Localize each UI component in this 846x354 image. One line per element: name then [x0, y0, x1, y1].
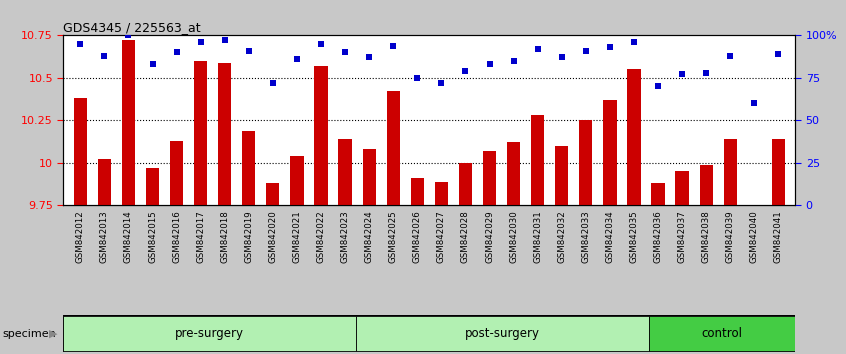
Point [362, 55, 376, 60]
Text: GDS4345 / 225563_at: GDS4345 / 225563_at [63, 21, 201, 34]
Bar [290, 156, 304, 205]
Text: GSM842021: GSM842021 [293, 211, 301, 263]
Bar [700, 165, 713, 205]
Point [290, 56, 304, 62]
Text: GSM842028: GSM842028 [461, 211, 470, 263]
Text: GSM842037: GSM842037 [678, 211, 687, 263]
Bar [146, 168, 159, 205]
Bar [363, 149, 376, 205]
Text: GSM842030: GSM842030 [509, 211, 518, 263]
Point [700, 70, 713, 76]
Text: GSM842019: GSM842019 [244, 211, 253, 263]
Text: control: control [701, 327, 743, 340]
Point [507, 58, 520, 64]
Point [338, 50, 352, 55]
Point [122, 33, 135, 38]
Bar [98, 159, 111, 205]
Point [170, 50, 184, 55]
Text: GSM842032: GSM842032 [558, 211, 566, 263]
Text: GSM842022: GSM842022 [316, 211, 326, 263]
Bar [122, 40, 135, 205]
Bar [580, 120, 592, 205]
Text: GSM842031: GSM842031 [533, 211, 542, 263]
Text: GSM842017: GSM842017 [196, 211, 206, 263]
Point [410, 75, 424, 81]
Point [266, 80, 280, 86]
Point [555, 55, 569, 60]
Text: specimen: specimen [3, 329, 57, 339]
Bar [435, 182, 448, 205]
Text: GSM842024: GSM842024 [365, 211, 374, 263]
Text: GSM842026: GSM842026 [413, 211, 422, 263]
Point [748, 101, 761, 106]
Bar [603, 100, 617, 205]
Text: GSM842025: GSM842025 [388, 211, 398, 263]
Point [387, 43, 400, 48]
Point [435, 80, 448, 86]
Point [603, 45, 617, 50]
Text: GSM842034: GSM842034 [606, 211, 614, 263]
Text: GSM842039: GSM842039 [726, 211, 734, 263]
Point [242, 48, 255, 53]
Text: ▶: ▶ [49, 329, 58, 339]
Text: GSM842033: GSM842033 [581, 211, 591, 263]
Text: GSM842035: GSM842035 [629, 211, 639, 263]
Bar [649, 316, 795, 352]
Bar [266, 183, 279, 205]
Bar [242, 131, 255, 205]
Bar [772, 139, 785, 205]
Text: GSM842013: GSM842013 [100, 211, 109, 263]
Point [675, 72, 689, 77]
Point [314, 41, 327, 47]
Point [483, 62, 497, 67]
Bar [723, 139, 737, 205]
Text: GSM842020: GSM842020 [268, 211, 277, 263]
Bar [194, 61, 207, 205]
Bar [483, 151, 496, 205]
Text: GSM842040: GSM842040 [750, 211, 759, 263]
Bar [507, 142, 520, 205]
Bar [315, 66, 327, 205]
Text: GSM842027: GSM842027 [437, 211, 446, 263]
Point [772, 51, 785, 57]
Text: GSM842014: GSM842014 [124, 211, 133, 263]
Bar [410, 178, 424, 205]
Text: GSM842038: GSM842038 [701, 211, 711, 263]
Point [579, 48, 592, 53]
Point [459, 68, 472, 74]
Bar [74, 98, 87, 205]
Point [627, 39, 640, 45]
Text: GSM842015: GSM842015 [148, 211, 157, 263]
Bar [675, 171, 689, 205]
Text: post-surgery: post-surgery [465, 327, 540, 340]
Point [723, 53, 737, 59]
Text: pre-surgery: pre-surgery [175, 327, 244, 340]
Bar [170, 141, 184, 205]
Point [218, 38, 232, 43]
Bar [218, 63, 231, 205]
Bar [531, 115, 544, 205]
Bar [356, 316, 649, 352]
Text: GSM842029: GSM842029 [485, 211, 494, 263]
Bar [628, 69, 640, 205]
Text: GSM842023: GSM842023 [341, 211, 349, 263]
Bar [555, 146, 569, 205]
Point [74, 41, 87, 47]
Bar [459, 163, 472, 205]
Point [97, 53, 111, 59]
Point [146, 62, 159, 67]
Text: GSM842018: GSM842018 [220, 211, 229, 263]
Text: GSM842012: GSM842012 [76, 211, 85, 263]
Bar [338, 139, 352, 205]
Point [531, 46, 545, 52]
Text: GSM842041: GSM842041 [774, 211, 783, 263]
Bar [387, 91, 400, 205]
Point [194, 39, 207, 45]
Text: GSM842016: GSM842016 [172, 211, 181, 263]
Text: GSM842036: GSM842036 [653, 211, 662, 263]
Bar [651, 183, 665, 205]
Point [651, 84, 665, 89]
Bar [63, 316, 356, 352]
